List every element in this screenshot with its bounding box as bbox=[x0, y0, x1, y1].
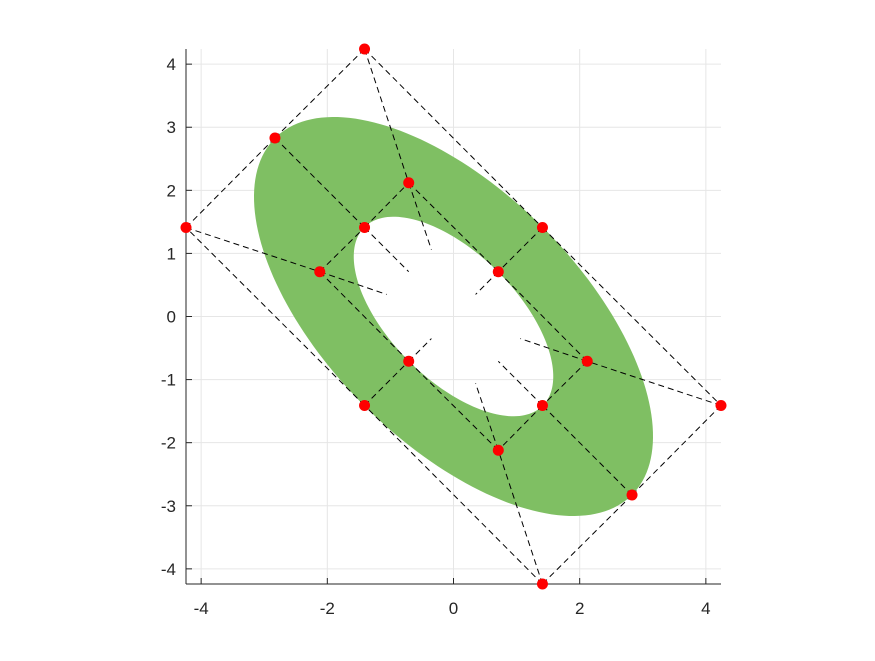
control-polygon-segment bbox=[185, 137, 276, 228]
x-tick-label: 2 bbox=[575, 599, 584, 618]
control-polygon-segment bbox=[408, 182, 499, 273]
control-polygon-segment bbox=[520, 338, 588, 362]
control-polygon-segment bbox=[364, 182, 410, 228]
control-point bbox=[492, 444, 504, 456]
x-tick-label: -2 bbox=[320, 599, 335, 618]
grid bbox=[186, 49, 721, 584]
control-polygon-segment bbox=[542, 227, 722, 406]
y-tick-label: 4 bbox=[167, 55, 176, 74]
y-tick-label: 1 bbox=[167, 244, 176, 263]
control-polygon-segment bbox=[497, 227, 543, 273]
control-polygon-segment bbox=[364, 227, 410, 273]
control-point bbox=[626, 489, 638, 501]
control-polygon-segment bbox=[319, 271, 387, 295]
control-point bbox=[359, 399, 371, 411]
control-polygon-segment bbox=[631, 405, 722, 496]
control-point bbox=[180, 222, 192, 234]
control-polygon-segment bbox=[319, 271, 410, 362]
control-polygon-segment bbox=[497, 360, 543, 406]
control-point bbox=[536, 399, 548, 411]
control-polygon-segment bbox=[185, 227, 320, 273]
control-polygon-segment bbox=[497, 450, 543, 585]
control-polygon-segment bbox=[364, 360, 410, 406]
control-polygon-segment bbox=[408, 182, 432, 250]
control-polygon-segment bbox=[185, 227, 365, 406]
x-tick-label: 0 bbox=[449, 599, 458, 618]
control-point bbox=[359, 43, 371, 55]
axes: -4 -2 0 2 4 -4 -3 -2 -1 0 1 2 3 4 bbox=[161, 49, 721, 618]
control-polygon bbox=[185, 48, 722, 585]
y-tick-label: 2 bbox=[167, 181, 176, 200]
control-polygon-segment bbox=[274, 137, 365, 228]
control-polygon-segment bbox=[364, 48, 410, 183]
y-tick-label: -4 bbox=[161, 560, 176, 579]
y-tick-label: -1 bbox=[161, 371, 176, 390]
control-point bbox=[269, 132, 281, 144]
control-point bbox=[359, 222, 371, 234]
control-polygon-segment bbox=[497, 271, 588, 362]
control-polygon-segment bbox=[364, 48, 543, 228]
y-tick-label: 3 bbox=[167, 118, 176, 137]
control-polygon-segment bbox=[408, 360, 499, 451]
control-polygon-segment bbox=[497, 405, 543, 451]
control-polygon-segment bbox=[364, 405, 543, 585]
control-point bbox=[536, 222, 548, 234]
control-point bbox=[536, 578, 548, 590]
control-point bbox=[314, 266, 326, 278]
y-tick-label: -2 bbox=[161, 434, 176, 453]
control-point bbox=[492, 266, 504, 278]
control-point bbox=[403, 177, 415, 189]
control-polygon-segment bbox=[274, 48, 365, 139]
y-tick-label: 0 bbox=[167, 308, 176, 327]
x-tick-label: 4 bbox=[701, 599, 710, 618]
control-polygon-segment bbox=[542, 405, 633, 496]
control-polygon-segment bbox=[542, 494, 633, 585]
control-polygon-segment bbox=[475, 383, 499, 451]
control-polygon-segment bbox=[587, 360, 722, 406]
y-tick-label: -3 bbox=[161, 497, 176, 516]
x-tick-label: -4 bbox=[194, 599, 209, 618]
control-polygon-segment bbox=[542, 360, 588, 406]
control-points bbox=[180, 43, 727, 590]
control-point bbox=[403, 355, 415, 367]
control-polygon-segment bbox=[319, 227, 365, 273]
control-point bbox=[715, 399, 727, 411]
control-point bbox=[581, 355, 593, 367]
